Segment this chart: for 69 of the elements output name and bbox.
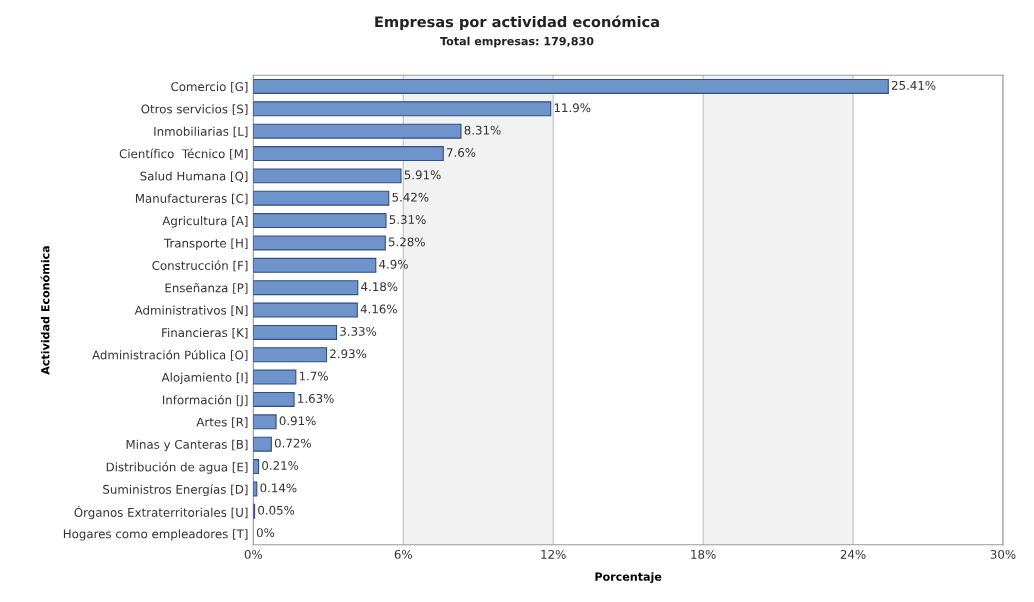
x-tick-label: 18%	[691, 549, 716, 559]
data-label: 4.16%	[360, 304, 397, 314]
bar	[253, 123, 462, 139]
data-label: 0.72%	[274, 438, 311, 448]
y-tick-label: Enseñanza [P]	[165, 282, 248, 294]
data-label: 5.31%	[389, 215, 426, 225]
y-tick-label: Órganos Extraterritoriales [U]	[74, 505, 248, 520]
data-label: 0.05%	[258, 505, 295, 515]
x-tick-label: 0%	[244, 549, 263, 559]
bar	[253, 78, 889, 94]
y-tick-label: Agricultura [A]	[162, 216, 248, 228]
data-label: 25.41%	[891, 80, 936, 90]
data-label: 0.14%	[260, 483, 297, 493]
bar	[253, 436, 272, 452]
chart-subtitle: Total empresas: 179,830	[440, 36, 594, 48]
y-tick-label: Salud Humana [Q]	[140, 171, 248, 182]
data-label: 8.31%	[464, 125, 501, 135]
data-label: 4.18%	[361, 282, 398, 292]
bar	[253, 324, 338, 340]
y-tick-label: Distribución de agua [E]	[106, 461, 248, 474]
bar	[253, 391, 295, 407]
x-tick-label: 12%	[541, 549, 566, 559]
y-tick-label: Administración Pública [O]	[92, 349, 248, 361]
y-tick-label: Otros servicios [S]	[141, 104, 248, 115]
y-tick-label: Inmobiliarias [L]	[154, 126, 248, 138]
y-tick-label: Administrativos [N]	[134, 305, 248, 317]
data-label: 5.28%	[388, 237, 425, 247]
data-label: 0.21%	[262, 461, 299, 470]
data-label: 5.91%	[404, 170, 441, 180]
bar	[253, 235, 386, 251]
y-tick-label: Comercio [G]	[171, 81, 248, 93]
bar	[253, 257, 377, 273]
data-label: 1.63%	[298, 393, 334, 403]
bar	[253, 190, 390, 206]
bar	[253, 347, 328, 363]
bar	[253, 146, 444, 161]
data-label: 2.93%	[330, 349, 367, 359]
y-tick-label: Construcción [F]	[152, 260, 248, 272]
bar	[253, 280, 359, 296]
data-label: 0.91%	[279, 416, 316, 426]
y-tick-label: Financieras [K]	[162, 327, 248, 339]
bar	[253, 414, 277, 430]
data-label: 4.9%	[379, 259, 408, 269]
bar	[253, 213, 387, 229]
y-tick-label: Minas y Canteras [B]	[126, 439, 248, 452]
bar	[253, 302, 358, 318]
bar	[253, 369, 297, 385]
data-label: 3.33%	[340, 326, 377, 336]
bar	[253, 168, 402, 184]
data-label: 11.9%	[554, 103, 591, 113]
x-tick-label: 30%	[990, 549, 1016, 559]
data-label: 0%	[256, 528, 275, 538]
x-tick-label: 24%	[840, 549, 866, 559]
y-tick-label: Información [J]	[162, 394, 248, 407]
data-label: 7.6%	[446, 148, 476, 157]
y-tick-label: Artes [R]	[196, 417, 248, 428]
y-tick-label: Científico Técnico [M]	[119, 148, 248, 160]
y-axis-title: Actividad Económica	[40, 246, 50, 375]
chart-title: Empresas por actividad económica	[375, 15, 659, 31]
bar	[253, 101, 552, 117]
x-axis-title: Porcentaje	[595, 572, 662, 584]
y-tick-label: Suministros Energías [D]	[103, 484, 248, 497]
y-tick-label: Hogares como empleadores [T]	[63, 529, 248, 541]
data-label: 1.7%	[299, 371, 328, 381]
data-label: 5.42%	[392, 192, 429, 202]
y-tick-label: Transporte [H]	[163, 238, 248, 250]
y-tick-label: Manufactureras [C]	[135, 193, 248, 205]
x-tick-label: 6%	[394, 549, 412, 559]
y-tick-label: Alojamiento [I]	[161, 372, 248, 385]
